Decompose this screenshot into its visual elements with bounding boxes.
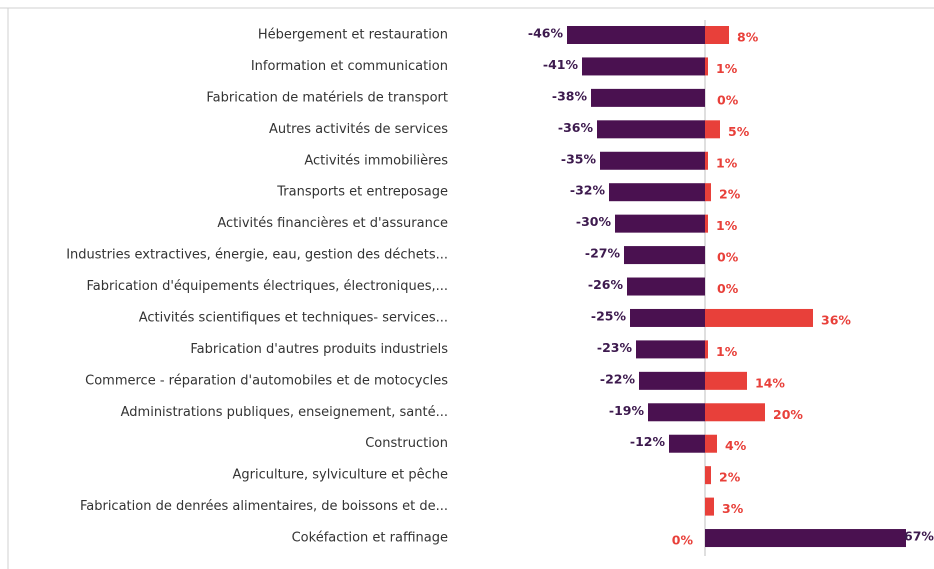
value-label: 2% bbox=[719, 470, 741, 485]
value-label: -36% bbox=[558, 120, 594, 135]
category-label: Fabrication de matériels de transport bbox=[206, 90, 448, 105]
category-label: Fabrication de denrées alimentaires, de … bbox=[80, 499, 448, 514]
category-label: Cokéfaction et raffinage bbox=[292, 531, 448, 546]
value-label: 8% bbox=[737, 30, 759, 45]
value-label: -26% bbox=[588, 277, 624, 292]
bar bbox=[705, 497, 714, 516]
value-label: -25% bbox=[591, 308, 627, 323]
value-label: 3% bbox=[722, 501, 744, 516]
value-label: 0% bbox=[717, 281, 739, 296]
value-label: -32% bbox=[570, 183, 606, 198]
value-label: 67% bbox=[904, 529, 934, 544]
value-label: 0% bbox=[717, 250, 739, 265]
bar bbox=[624, 246, 705, 265]
bar bbox=[705, 403, 765, 422]
value-label: -12% bbox=[630, 434, 666, 449]
category-label: Agriculture, sylviculture et pêche bbox=[232, 468, 448, 483]
bar bbox=[639, 371, 705, 390]
bar bbox=[669, 434, 705, 453]
bar bbox=[609, 183, 705, 202]
category-label: Information et communication bbox=[251, 59, 448, 74]
value-label: -23% bbox=[597, 340, 633, 355]
value-label: -27% bbox=[585, 246, 621, 261]
category-label: Administrations publiques, enseignement,… bbox=[121, 405, 448, 420]
value-label: 4% bbox=[725, 438, 747, 453]
bar bbox=[705, 26, 729, 44]
bar bbox=[705, 434, 717, 453]
bar bbox=[705, 466, 711, 485]
category-label: Transports et entreposage bbox=[276, 185, 448, 200]
bar bbox=[630, 308, 705, 327]
category-label: Autres activités de services bbox=[269, 122, 448, 137]
value-label: 1% bbox=[716, 344, 738, 359]
category-label: Industries extractives, énergie, eau, ge… bbox=[66, 248, 448, 263]
bar bbox=[705, 371, 747, 390]
bar bbox=[597, 120, 705, 139]
bar bbox=[705, 151, 708, 170]
bar bbox=[600, 151, 705, 170]
category-label: Activités scientifiques et techniques- s… bbox=[139, 310, 448, 325]
value-label: 0% bbox=[717, 92, 739, 107]
bar bbox=[705, 120, 720, 139]
value-label: 1% bbox=[716, 61, 738, 76]
bar bbox=[705, 308, 813, 327]
category-label: Hébergement et restauration bbox=[258, 28, 448, 43]
value-label: 0% bbox=[672, 533, 694, 548]
category-label: Activités financières et d'assurance bbox=[217, 216, 448, 231]
bar bbox=[615, 214, 705, 233]
category-label: Fabrication d'autres produits industriel… bbox=[190, 342, 448, 357]
value-label: -41% bbox=[543, 57, 579, 72]
bar bbox=[705, 340, 708, 359]
value-label: -30% bbox=[576, 214, 612, 229]
bar bbox=[567, 26, 705, 44]
bar bbox=[636, 340, 705, 359]
category-label: Fabrication d'équipements électriques, é… bbox=[86, 279, 448, 294]
bar bbox=[591, 88, 705, 107]
bar bbox=[705, 183, 711, 202]
value-label: 1% bbox=[716, 218, 738, 233]
bar bbox=[705, 214, 708, 233]
bar bbox=[582, 57, 705, 76]
value-label: -35% bbox=[561, 151, 597, 166]
value-label: 2% bbox=[719, 187, 741, 202]
value-label: -46% bbox=[528, 26, 564, 41]
bar bbox=[627, 277, 705, 296]
category-label: Activités immobilières bbox=[304, 153, 448, 168]
value-label: 1% bbox=[716, 155, 738, 170]
value-label: 36% bbox=[821, 312, 851, 327]
category-label: Construction bbox=[365, 436, 448, 451]
bar bbox=[705, 529, 906, 548]
value-label: -19% bbox=[609, 403, 645, 418]
value-label: 14% bbox=[755, 375, 785, 390]
bar bbox=[705, 57, 708, 76]
value-label: -22% bbox=[600, 371, 636, 386]
value-label: 20% bbox=[773, 407, 803, 422]
category-label: Commerce - réparation d'automobiles et d… bbox=[85, 373, 448, 388]
bar bbox=[648, 403, 705, 422]
value-label: 5% bbox=[728, 124, 750, 139]
value-label: -38% bbox=[552, 88, 588, 103]
